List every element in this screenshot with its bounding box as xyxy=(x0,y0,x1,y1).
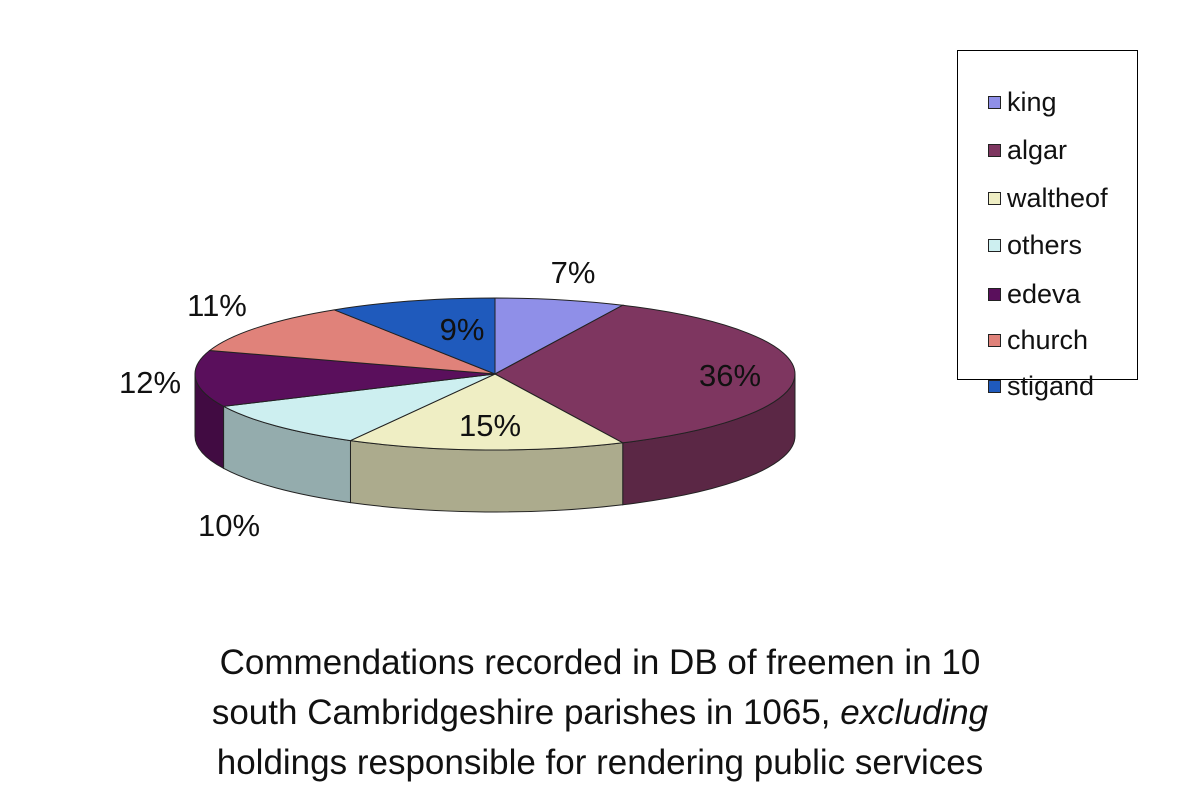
caption-line-2: south Cambridgeshire parishes in 1065, e… xyxy=(0,688,1200,738)
legend: king algar waltheof others edeva church … xyxy=(957,50,1138,401)
legend-label: waltheof xyxy=(1007,182,1108,213)
legend-label: edeva xyxy=(1007,278,1081,309)
slice-others xyxy=(221,373,496,442)
data-label-church: 11% xyxy=(187,288,247,323)
slice-king xyxy=(494,297,625,375)
data-label-stigand: 9% xyxy=(440,312,485,347)
legend-swatch xyxy=(988,333,1001,347)
legend-label: king xyxy=(1007,86,1057,117)
chart-caption: Commendations recorded in DB of freemen … xyxy=(0,638,1200,788)
legend-swatch xyxy=(988,143,1001,157)
legend-swatch xyxy=(988,238,1001,252)
data-label-edeva: 12% xyxy=(119,365,181,400)
legend-item-edeva: edeva xyxy=(988,279,1081,309)
legend-item-king: king xyxy=(988,87,1057,117)
pie-chart: 7% 36% 15% 10% 12% 11% 9% xyxy=(119,255,796,543)
legend-label: church xyxy=(1007,324,1089,355)
legend-swatch xyxy=(988,287,1001,301)
legend-item-waltheof: waltheof xyxy=(988,183,1108,213)
slice-church xyxy=(208,309,496,375)
legend-label: algar xyxy=(1007,134,1068,165)
slice-algar xyxy=(493,304,796,444)
data-label-waltheof: 15% xyxy=(459,408,521,443)
legend-item-stigand: stigand xyxy=(988,371,1094,401)
pie-tops xyxy=(194,297,796,451)
legend-swatch xyxy=(988,191,1001,205)
data-label-algar: 36% xyxy=(699,358,761,393)
data-label-others: 10% xyxy=(198,508,260,543)
slice-edeva xyxy=(194,350,496,407)
legend-swatch xyxy=(988,95,1001,109)
legend-swatch xyxy=(988,379,1001,393)
caption-line-1: Commendations recorded in DB of freemen … xyxy=(219,643,981,682)
legend-label: others xyxy=(1007,229,1083,260)
pie-labels: 7% 36% 15% 10% 12% 11% 9% xyxy=(119,255,761,543)
slice-waltheof xyxy=(348,373,625,451)
slice-side-waltheof xyxy=(349,440,624,513)
data-label-king: 7% xyxy=(551,255,596,290)
caption-line-3: holdings responsible for rendering publi… xyxy=(216,743,984,782)
pie-sides xyxy=(194,373,796,513)
legend-item-algar: algar xyxy=(988,135,1067,165)
legend-item-others: others xyxy=(988,230,1082,260)
caption-line-2-text: south Cambridgeshire parishes in 1065, xyxy=(211,693,841,732)
legend-item-church: church xyxy=(988,325,1088,355)
slice-stigand xyxy=(332,297,496,375)
legend-label: stigand xyxy=(1007,370,1095,401)
caption-line-2-emphasis: excluding xyxy=(840,693,989,732)
